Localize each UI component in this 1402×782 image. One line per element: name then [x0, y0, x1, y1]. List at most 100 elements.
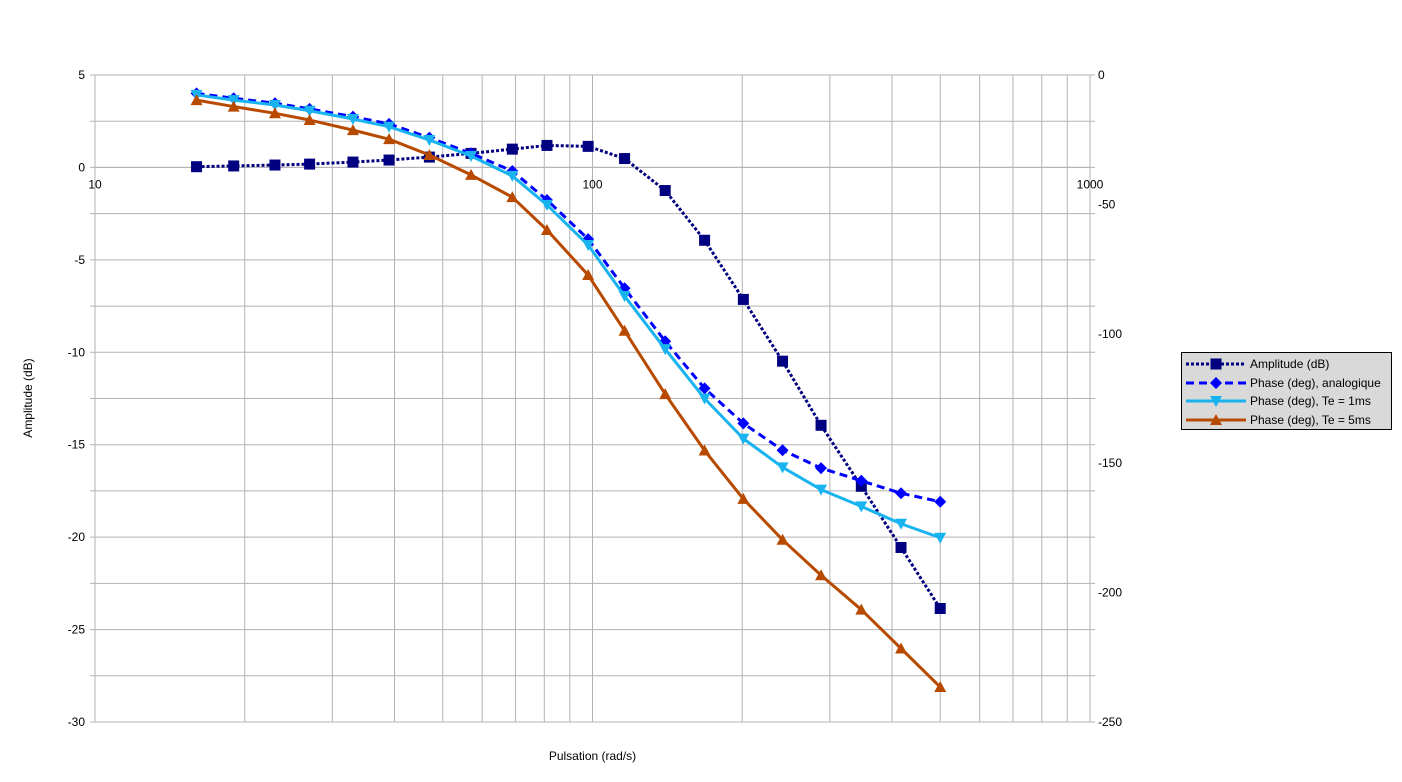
data-point — [303, 105, 316, 117]
legend-label: Amplitude (dB) — [1250, 357, 1330, 372]
legend-item: Amplitude (dB) — [1186, 355, 1391, 374]
data-point — [227, 100, 240, 112]
data-point — [619, 153, 631, 165]
legend-item: Phase (deg), Te = 5ms — [1186, 411, 1391, 430]
data-point — [268, 100, 281, 112]
x-axis-title: Pulsation (rad/s) — [549, 749, 636, 763]
data-point — [540, 224, 553, 236]
series-0 — [191, 139, 946, 614]
series-line — [196, 98, 942, 689]
data-point — [934, 681, 947, 693]
data-point — [895, 487, 908, 500]
data-point — [506, 170, 519, 182]
x-tick-label: 100 — [582, 177, 602, 191]
legend-swatch — [1186, 413, 1246, 425]
data-point — [506, 143, 518, 155]
data-point — [934, 495, 947, 508]
data-point — [737, 293, 749, 305]
data-point — [303, 114, 316, 126]
data-point — [855, 603, 868, 615]
data-point — [541, 139, 553, 151]
legend-marker — [1210, 358, 1222, 370]
data-point — [304, 158, 316, 170]
legend-swatch — [1186, 376, 1246, 389]
data-point — [659, 344, 672, 356]
data-point — [895, 541, 907, 553]
y-tick-label: -20 — [68, 530, 86, 544]
data-point — [465, 151, 478, 163]
data-point — [737, 433, 750, 445]
data-point — [618, 291, 631, 303]
legend-marker — [1210, 413, 1222, 425]
series-line — [196, 143, 942, 610]
data-point — [737, 492, 750, 504]
x-tick-label: 10 — [88, 177, 102, 191]
data-point — [383, 121, 396, 133]
y2-tick-label: -200 — [1098, 586, 1122, 600]
data-point — [934, 532, 947, 544]
data-point — [776, 462, 789, 474]
series-line — [196, 93, 941, 540]
data-point — [737, 417, 750, 430]
data-point — [777, 355, 789, 367]
data-point — [659, 388, 672, 400]
data-point — [659, 185, 671, 197]
data-point — [347, 156, 359, 168]
y-tick-label: -10 — [68, 345, 86, 359]
data-point — [618, 324, 631, 336]
legend-item: Phase (deg), Te = 1ms — [1186, 392, 1391, 411]
data-point — [698, 393, 711, 405]
y-tick-label: 0 — [78, 160, 85, 174]
legend-marker — [1210, 376, 1222, 389]
data-point — [423, 148, 436, 160]
data-point — [698, 444, 711, 456]
y2-tick-label: -150 — [1098, 456, 1122, 470]
data-point — [934, 602, 946, 614]
legend-marker — [1210, 396, 1222, 408]
series-2 — [190, 89, 947, 544]
data-point — [268, 107, 281, 119]
legend: Amplitude (dB) Phase (deg), analogique Pha… — [1181, 352, 1392, 430]
data-point — [465, 168, 478, 180]
data-point — [582, 140, 594, 152]
data-point — [228, 160, 240, 172]
data-point — [895, 642, 908, 654]
data-point — [383, 154, 395, 166]
legend-label: Phase (deg), Te = 5ms — [1250, 412, 1371, 427]
x-tick-label: 1000 — [1077, 177, 1104, 191]
data-point — [190, 94, 203, 106]
legend-item: Phase (deg), analogique — [1186, 374, 1391, 393]
y2-tick-label: -250 — [1098, 715, 1122, 729]
data-point — [895, 518, 908, 530]
y-axis-title: Amplitude (dB) — [21, 358, 35, 437]
data-point — [855, 474, 868, 487]
y-tick-label: -15 — [68, 438, 86, 452]
data-point — [423, 134, 436, 146]
data-point — [346, 113, 359, 125]
y-tick-label: -25 — [68, 623, 86, 637]
data-point — [855, 501, 868, 513]
legend-label: Phase (deg), analogique — [1250, 375, 1381, 390]
data-point — [582, 240, 595, 252]
data-point — [698, 382, 711, 395]
legend-swatch — [1186, 396, 1246, 408]
data-point — [815, 569, 828, 581]
y2-tick-label: 0 — [1098, 68, 1105, 82]
y2-tick-label: -50 — [1098, 197, 1116, 211]
legend-swatch — [1186, 358, 1246, 370]
y2-tick-label: -100 — [1098, 327, 1122, 341]
data-point — [815, 462, 828, 475]
legend-label: Phase (deg), Te = 1ms — [1250, 394, 1371, 409]
data-point — [815, 484, 828, 496]
data-point — [346, 124, 359, 136]
y-tick-label: 5 — [78, 68, 85, 82]
data-point — [383, 133, 396, 145]
y-tick-label: -30 — [68, 715, 86, 729]
series-3 — [190, 94, 947, 693]
data-point — [699, 234, 711, 246]
y-tick-label: -5 — [74, 253, 85, 267]
data-point — [582, 269, 595, 281]
data-point — [191, 161, 203, 173]
data-point — [776, 444, 789, 457]
